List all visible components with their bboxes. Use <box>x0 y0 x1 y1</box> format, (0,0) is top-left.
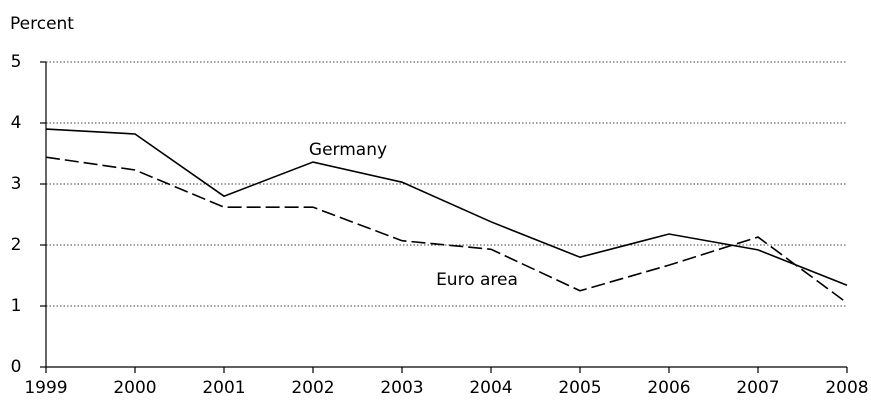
series-label: Euro area <box>436 270 518 290</box>
y-tick-label: 2 <box>11 235 22 255</box>
x-tick-label: 2006 <box>647 378 690 398</box>
x-tick-label: 2000 <box>113 378 156 398</box>
x-tick-label: 2008 <box>825 378 868 398</box>
series-label: Germany <box>309 140 387 160</box>
y-axis-label: Percent <box>10 14 74 34</box>
x-tick-label: 2005 <box>558 378 601 398</box>
line <box>45 128 848 287</box>
y-tick-label: 4 <box>11 113 22 133</box>
x-tick-label: 1999 <box>24 378 67 398</box>
x-tick-label: 2004 <box>469 378 512 398</box>
y-tick-label: 5 <box>11 52 22 72</box>
x-tick-label: 2003 <box>380 378 423 398</box>
x-tick-label: 2002 <box>291 378 334 398</box>
x-tick-label: 2007 <box>736 378 779 398</box>
y-tick-label: 3 <box>11 174 22 194</box>
y-tick-label: 0 <box>11 357 22 377</box>
y-tick-label: 1 <box>11 296 22 316</box>
x-tick-label: 2001 <box>202 378 245 398</box>
line <box>45 156 848 304</box>
